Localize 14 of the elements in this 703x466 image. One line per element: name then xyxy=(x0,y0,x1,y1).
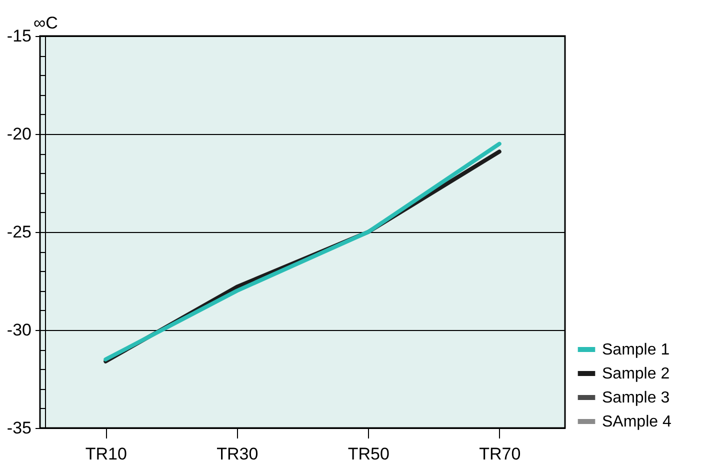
y-tick-label: -35 xyxy=(6,418,32,438)
y-axis-title: ∞C xyxy=(34,14,58,32)
x-tick-label: TR10 xyxy=(85,444,127,464)
legend-label: Sample 2 xyxy=(602,366,670,382)
y-tick-label: -15 xyxy=(6,26,32,46)
x-tick-label: TR70 xyxy=(479,444,521,464)
x-tick-label: TR50 xyxy=(348,444,390,464)
y-tick-label: -30 xyxy=(6,320,32,340)
legend-label: Sample 3 xyxy=(602,390,670,406)
y-tick-label: -25 xyxy=(6,222,32,242)
x-tick-label: TR30 xyxy=(216,444,258,464)
legend-label: SAmple 4 xyxy=(602,414,672,430)
y-tick-label: -20 xyxy=(6,124,32,144)
legend-label: Sample 1 xyxy=(602,342,670,358)
